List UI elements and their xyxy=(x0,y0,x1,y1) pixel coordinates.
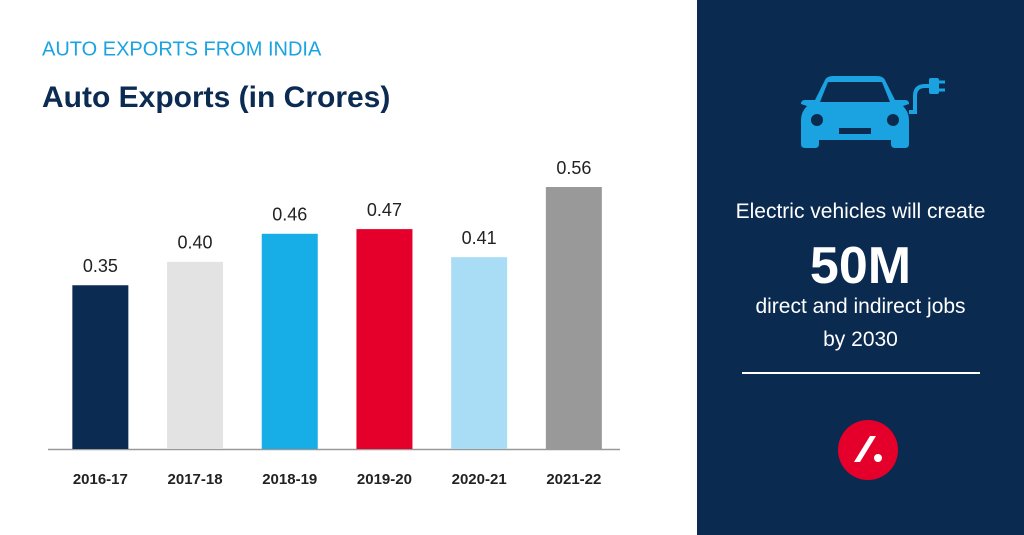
value-label: 0.46 xyxy=(272,205,307,225)
logo xyxy=(838,420,898,480)
panel-text: Electric vehicles will create xyxy=(735,200,986,223)
x-tick-label: 2019-20 xyxy=(357,471,412,488)
bar xyxy=(356,229,413,449)
bar xyxy=(451,257,508,449)
value-label: 0.56 xyxy=(556,158,591,178)
x-tick-label: 2018-19 xyxy=(262,471,317,488)
panel-text: by 2030 xyxy=(823,328,898,351)
bar xyxy=(72,285,129,449)
bar xyxy=(167,261,224,449)
x-tick-label: 2017-18 xyxy=(168,471,223,488)
panel-headline: 50M xyxy=(809,237,912,295)
x-tick-label: 2016-17 xyxy=(73,471,128,488)
chart-subtitle: AUTO EXPORTS FROM INDIA xyxy=(42,38,322,60)
value-label: 0.41 xyxy=(462,228,497,248)
bar xyxy=(261,233,318,449)
x-tick-label: 2020-21 xyxy=(452,471,507,488)
value-label: 0.47 xyxy=(367,200,402,220)
value-label: 0.40 xyxy=(178,233,213,253)
x-tick-label: 2021-22 xyxy=(546,471,601,488)
chart: AUTO EXPORTS FROM INDIA Auto Exports (in… xyxy=(42,38,620,488)
divider xyxy=(742,372,980,374)
bar xyxy=(545,187,602,449)
value-label: 0.35 xyxy=(83,256,118,276)
panel-text: direct and indirect jobs xyxy=(755,295,966,318)
chart-title: Auto Exports (in Crores) xyxy=(42,81,390,114)
ev-icon xyxy=(801,76,945,148)
